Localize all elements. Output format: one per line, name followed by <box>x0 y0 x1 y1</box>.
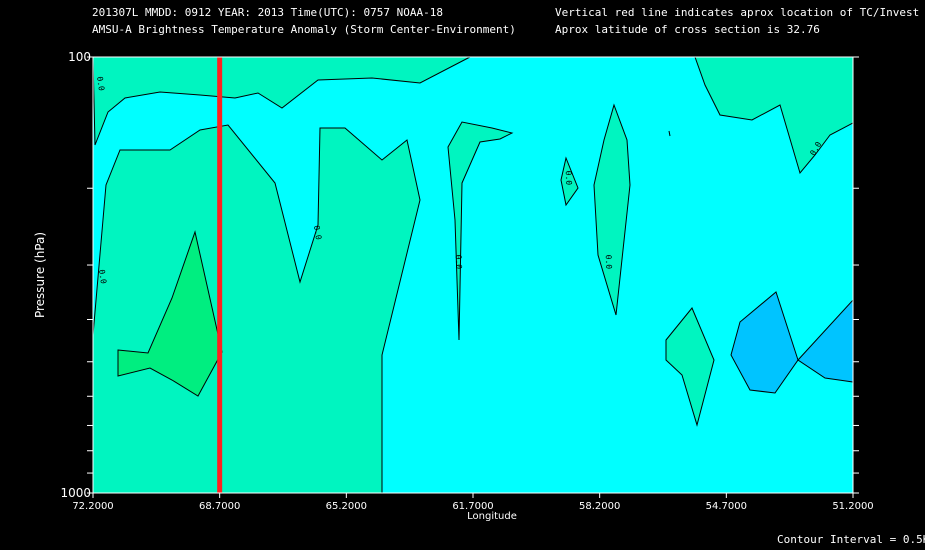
y-axis-right <box>853 56 859 494</box>
x-tick-label: 54.7000 <box>706 501 747 512</box>
x-tick-label: 72.2000 <box>72 501 113 512</box>
y-tick-label: 100 <box>68 50 91 64</box>
x-tick-label: 68.7000 <box>199 501 240 512</box>
header-redline-note: Vertical red line indicates aprox locati… <box>555 6 920 19</box>
contour-fragment <box>668 130 671 137</box>
contour-region-blob-1 <box>560 156 579 207</box>
contour-label: 0.0 <box>95 76 106 92</box>
contour-label: 0.0 <box>97 269 108 285</box>
x-axis: 72.2000 68.7000 65.2000 61.7000 58.2000 54.70… <box>72 493 874 512</box>
contour-region-green <box>117 230 223 397</box>
contour-interval-note: Contour Interval = 0.5K <box>777 533 925 546</box>
header-storm-info: 201307L MMDD: 0912 YEAR: 2013 Time(UTC):… <box>92 6 443 19</box>
contour-region-lens <box>593 103 631 316</box>
x-tick-label: 65.2000 <box>326 501 367 512</box>
header-chart-title: AMSU-A Brightness Temperature Anomaly (S… <box>92 23 516 36</box>
y-tick-label: 1000 <box>60 486 91 500</box>
y-axis-title: Pressure (hPa) <box>33 232 47 318</box>
x-axis-title: Longitude <box>467 511 517 522</box>
contour-label: 0.0 <box>564 171 574 186</box>
contour-region-teal <box>92 124 421 494</box>
contour-region-top-band <box>92 56 471 146</box>
header-latitude-note: Aprox latitude of cross section is 32.76 <box>555 23 820 36</box>
contour-region-tongue-1 <box>447 121 514 341</box>
x-tick-label: 61.7000 <box>452 501 493 512</box>
x-tick-label: 58.2000 <box>579 501 620 512</box>
y-axis-left: 100 1000 <box>60 50 93 500</box>
contour-label: 0.0 <box>454 255 464 270</box>
contour-label: 0.0 <box>312 225 323 241</box>
x-tick-label: 51.2000 <box>832 501 873 512</box>
contour-label: 0.0 <box>604 255 614 270</box>
contour-region-blob-2 <box>665 307 715 427</box>
